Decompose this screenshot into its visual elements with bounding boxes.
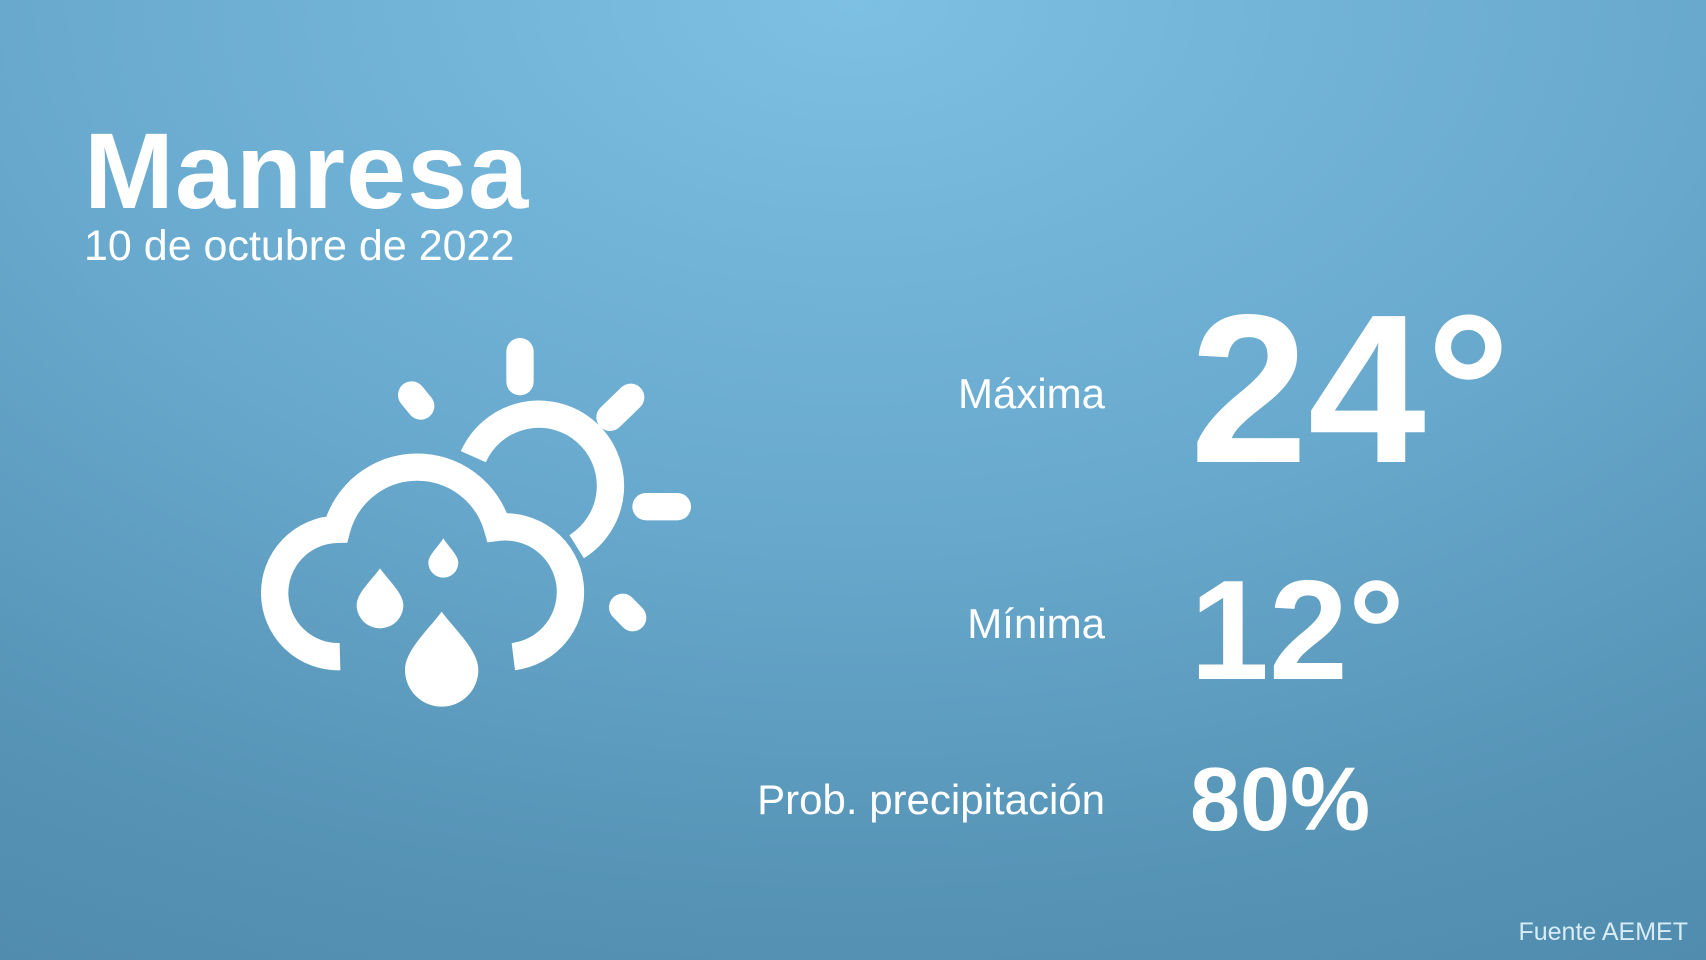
precip-prob-value: 80% <box>1190 750 1371 850</box>
min-temp-value: 12° <box>1190 551 1405 710</box>
max-temp-label: Máxima <box>957 370 1105 417</box>
city-title: Manresa <box>84 110 530 231</box>
min-temp-label: Mínima <box>967 600 1105 647</box>
max-temp-value: 24° <box>1190 270 1511 507</box>
source-credit: Fuente AEMET <box>1518 918 1688 946</box>
cloud-sun-rain-icon <box>261 338 691 707</box>
precip-prob-label: Prob. precipitación <box>757 776 1105 823</box>
forecast-date: 10 de octubre de 2022 <box>84 222 515 270</box>
